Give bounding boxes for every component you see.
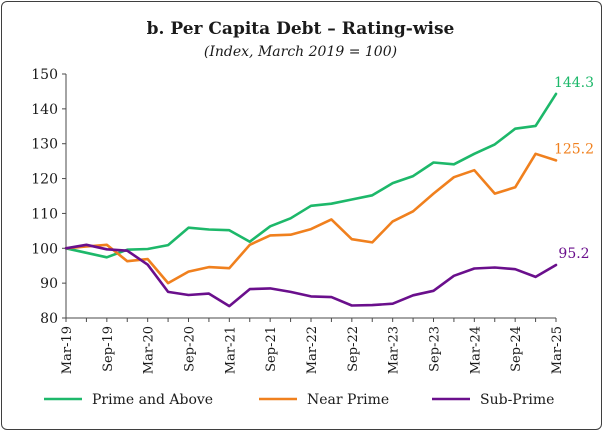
x-tick-label: Mar-21	[223, 326, 238, 374]
legend: Prime and Above Near Prime Sub-Prime	[44, 392, 554, 408]
x-tick-label: Sep-23	[428, 326, 443, 372]
chart-title: b. Per Capita Debt – Rating-wise	[146, 19, 455, 39]
y-tick-label: 110	[31, 206, 58, 222]
y-tick-label: 120	[31, 172, 58, 188]
x-tick-label: Mar-24	[468, 326, 483, 374]
legend-label: Sub-Prime	[480, 392, 554, 408]
y-tick-label: 140	[31, 102, 58, 118]
x-tick-label: Sep-22	[346, 326, 361, 372]
series-line-prime-and-above	[64, 92, 558, 259]
axes: 80 90 100 110 120 130 140 150 Mar-19 Sep-19 Mar-20…	[31, 67, 565, 374]
x-tick-label: Mar-25	[550, 326, 565, 374]
x-tick-label: Sep-20	[183, 326, 198, 372]
y-tick-label: 100	[31, 241, 58, 257]
end-label-prime-and-above: 144.3	[554, 75, 594, 91]
end-label-near-prime: 125.2	[554, 141, 594, 157]
end-labels: 144.3 125.2 95.2	[554, 75, 594, 262]
x-tick-label: Mar-19	[60, 326, 75, 374]
series-lines	[64, 92, 558, 308]
x-tick-label: Mar-20	[142, 326, 157, 374]
legend-label: Prime and Above	[92, 392, 213, 408]
series-line-near-prime	[64, 152, 558, 285]
chart-subtitle: (Index, March 2019 = 100)	[203, 44, 398, 60]
y-tick-label: 90	[40, 276, 58, 292]
x-tick-label: Mar-22	[305, 326, 320, 374]
legend-label: Near Prime	[307, 392, 389, 408]
series-line-sub-prime	[64, 243, 558, 308]
y-tick-label: 80	[40, 311, 58, 327]
y-tick-label: 150	[31, 67, 58, 83]
x-tick-label: Sep-24	[509, 326, 524, 372]
x-tick-label: Mar-23	[387, 326, 402, 374]
y-tick-label: 130	[31, 137, 58, 153]
x-tick-label: Sep-19	[101, 326, 116, 372]
end-label-sub-prime: 95.2	[558, 246, 589, 262]
x-tick-label: Sep-21	[264, 326, 279, 372]
